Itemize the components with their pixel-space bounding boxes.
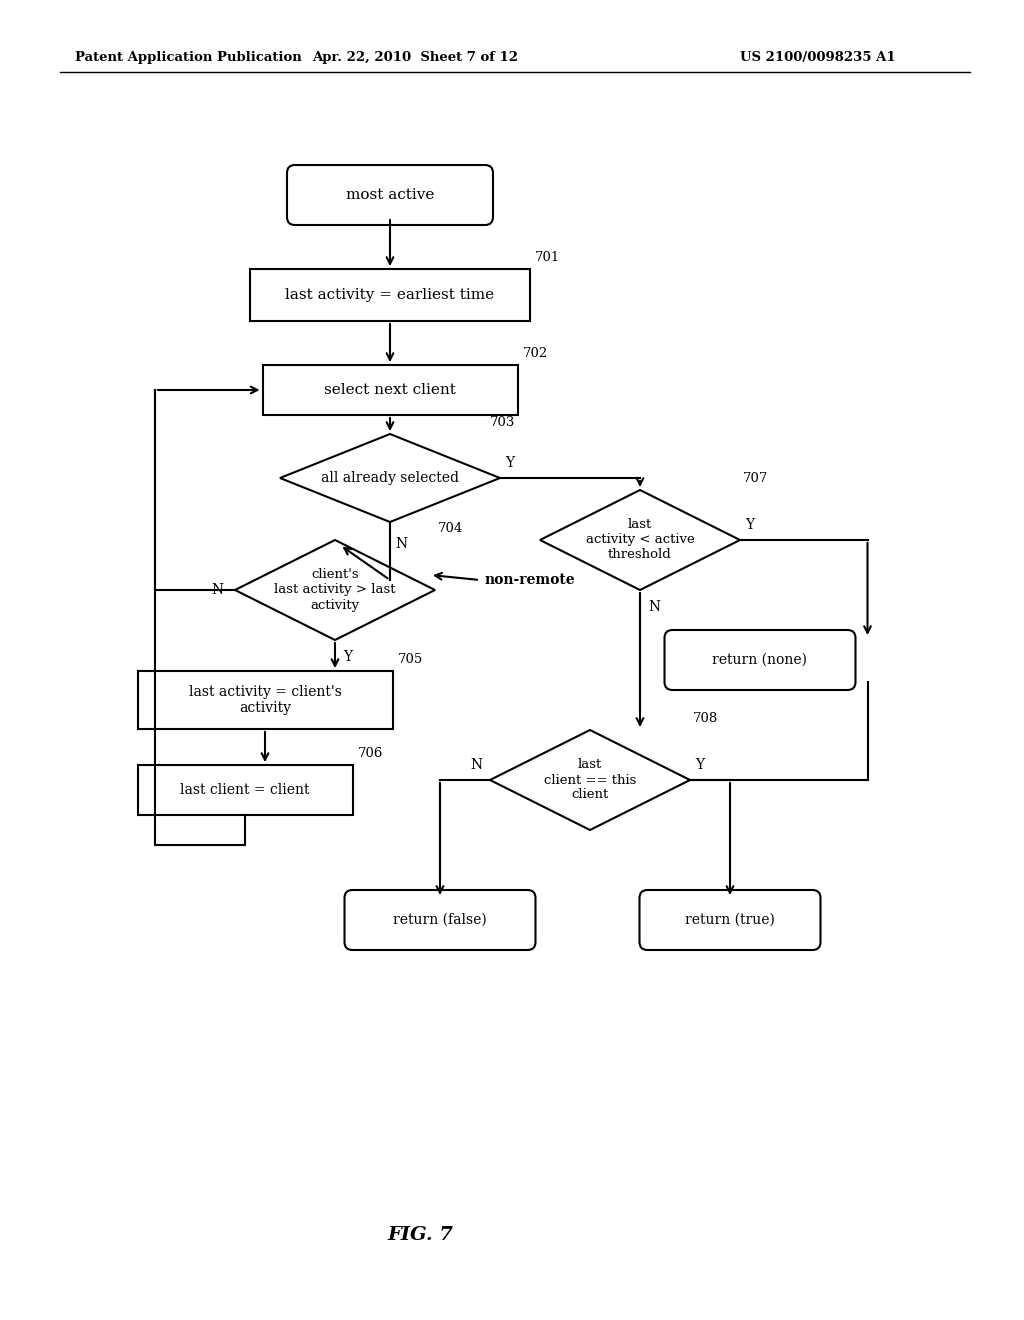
Text: 707: 707	[743, 473, 768, 484]
Text: Apr. 22, 2010  Sheet 7 of 12: Apr. 22, 2010 Sheet 7 of 12	[312, 51, 518, 65]
Text: last client = client: last client = client	[180, 783, 309, 797]
Polygon shape	[280, 434, 500, 521]
Text: N: N	[470, 758, 482, 772]
Text: return (none): return (none)	[713, 653, 808, 667]
Text: most active: most active	[346, 187, 434, 202]
Text: 706: 706	[357, 747, 383, 760]
Bar	[137, 766, 352, 814]
Text: 705: 705	[397, 653, 423, 667]
Bar	[250, 269, 530, 321]
Text: Y: Y	[745, 517, 754, 532]
Text: client's
last activity > last
activity: client's last activity > last activity	[274, 569, 395, 611]
Text: select next client: select next client	[324, 383, 456, 397]
Text: Patent Application Publication: Patent Application Publication	[75, 51, 302, 65]
Text: return (false): return (false)	[393, 913, 486, 927]
Text: Y: Y	[695, 758, 705, 772]
Text: all already selected: all already selected	[321, 471, 459, 484]
Text: last activity = client's
activity: last activity = client's activity	[188, 685, 341, 715]
Polygon shape	[234, 540, 435, 640]
Text: last
activity < active
threshold: last activity < active threshold	[586, 519, 694, 561]
Text: non-remote: non-remote	[485, 573, 575, 587]
FancyBboxPatch shape	[665, 630, 855, 690]
Text: 708: 708	[693, 711, 718, 725]
Text: 703: 703	[490, 416, 515, 429]
Text: N: N	[211, 583, 223, 597]
Text: 702: 702	[522, 347, 548, 360]
Text: last
client == this
client: last client == this client	[544, 759, 636, 801]
Text: Y: Y	[343, 649, 352, 664]
Text: N: N	[395, 537, 408, 550]
Polygon shape	[490, 730, 690, 830]
Text: N: N	[648, 601, 660, 614]
FancyBboxPatch shape	[640, 890, 820, 950]
Bar	[262, 366, 517, 414]
Text: 704: 704	[438, 521, 463, 535]
FancyBboxPatch shape	[287, 165, 493, 224]
Bar	[137, 671, 392, 729]
Text: Y: Y	[505, 455, 514, 470]
Text: FIG. 7: FIG. 7	[387, 1226, 453, 1243]
Text: return (true): return (true)	[685, 913, 775, 927]
FancyBboxPatch shape	[344, 890, 536, 950]
Polygon shape	[540, 490, 740, 590]
Text: 701: 701	[535, 251, 560, 264]
Text: US 2100/0098235 A1: US 2100/0098235 A1	[740, 51, 896, 65]
Text: last activity = earliest time: last activity = earliest time	[286, 288, 495, 302]
